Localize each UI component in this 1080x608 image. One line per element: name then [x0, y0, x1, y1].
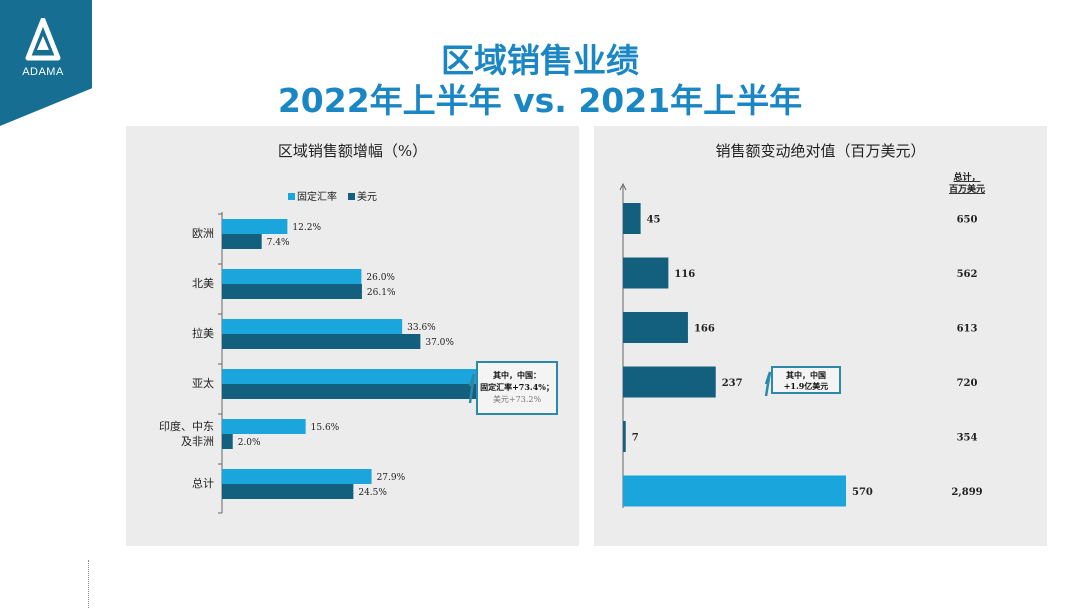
- value-label-fixed-rate: 26.0%: [366, 273, 395, 283]
- callout-line2: 固定汇率+73.4%；: [480, 382, 554, 393]
- total-value: 720: [957, 378, 978, 389]
- legend-label-usd: 美元: [357, 190, 377, 203]
- change-chart-panel: 销售额变动绝对值（百万美元） 总计， 百万美元 45 650 116 562 166 61…: [594, 126, 1047, 546]
- bar-change: [623, 257, 669, 289]
- value-label-usd: 37.0%: [425, 338, 454, 348]
- value-label: 166: [694, 324, 715, 335]
- value-label-usd: 24.5%: [358, 488, 387, 498]
- callout-line2: +1.9亿美元: [784, 381, 829, 391]
- bar-usd: [222, 484, 354, 499]
- value-label-fixed-rate: 12.2%: [292, 223, 321, 233]
- category-label: 及非洲: [181, 435, 214, 448]
- china-callout: 其中，中国： 固定汇率+73.4%； 美元+73.2%: [468, 361, 558, 415]
- category-label: 拉美: [192, 326, 214, 340]
- total-value: 650: [957, 215, 978, 226]
- growth-chart-panel: 区域销售额增幅（%） 固定汇率 美元 欧洲 12.2% 7.4% 北美 26.0% 26.…: [126, 126, 579, 546]
- total-value: 354: [957, 433, 978, 444]
- value-label-usd: 7.4%: [267, 238, 290, 248]
- change-chart-title: 销售额变动绝对值（百万美元）: [715, 142, 926, 160]
- callout-line1: 其中，中国: [786, 370, 826, 380]
- logo-text: ADAMA: [22, 66, 64, 78]
- value-label-fixed-rate: 33.6%: [407, 323, 436, 333]
- axis-arrow: [619, 182, 627, 191]
- change-chart: 总计， 百万美元 45 650 116 562 166 613 237 720 7 354 570 2…: [619, 171, 985, 508]
- bar-change: [623, 421, 626, 452]
- bar-change: [623, 203, 641, 234]
- page-subtitle: 2022年上半年 vs. 2021年上半年: [277, 81, 803, 120]
- totals-header-line2: 百万美元: [949, 183, 985, 195]
- bar-usd: [222, 434, 233, 449]
- growth-chart-title: 区域销售额增幅（%）: [277, 142, 428, 160]
- callout-bracket: [764, 371, 772, 397]
- page-title: 区域销售业绩: [441, 41, 639, 80]
- category-label: 欧洲: [192, 227, 214, 240]
- bar-usd: [222, 234, 262, 249]
- dotted-divider: [88, 560, 89, 608]
- category-label: 北美: [192, 277, 214, 290]
- bar-total: [623, 475, 846, 507]
- value-label: 116: [674, 269, 695, 280]
- bar-fixed-rate: [222, 419, 306, 434]
- callout-box: [476, 361, 558, 415]
- value-label: 45: [647, 215, 661, 226]
- value-label-fixed-rate: 27.9%: [377, 473, 406, 483]
- bar-change: [623, 366, 716, 398]
- total-value: 2,899: [951, 487, 982, 498]
- bar-usd: [222, 284, 362, 299]
- value-label: 570: [852, 487, 873, 498]
- adama-logo-icon: [25, 18, 61, 61]
- bar-fixed-rate: [222, 269, 362, 284]
- value-label: 237: [722, 378, 743, 389]
- legend-swatch-fixed-rate: [288, 193, 295, 200]
- category-label: 总计: [192, 476, 214, 490]
- china-callout-right: 其中，中国 +1.9亿美元: [764, 366, 841, 397]
- callout-line1: 其中，中国：: [493, 370, 541, 380]
- callout-line3: 美元+73.2%: [493, 394, 542, 404]
- value-label-usd: 2.0%: [238, 438, 261, 448]
- total-value: 613: [957, 324, 978, 335]
- category-label: 印度、中东: [159, 419, 214, 433]
- value-label: 7: [632, 433, 639, 444]
- callout-bracket: [468, 373, 476, 404]
- bar-fixed-rate: [222, 369, 504, 384]
- logo-badge: ADAMA: [0, 0, 92, 126]
- totals-header-line1: 总计，: [953, 171, 980, 183]
- growth-chart: 固定汇率 美元 欧洲 12.2%7.4% 北美 26.0% 26.1% 拉美 33.6% 37…: [159, 190, 558, 514]
- bar-usd: [222, 384, 486, 399]
- bar-fixed-rate: [222, 219, 288, 234]
- total-value: 562: [957, 269, 978, 280]
- category-label: 亚太: [192, 377, 214, 390]
- bar-fixed-rate: [222, 319, 403, 334]
- bar-fixed-rate: [222, 469, 372, 484]
- callout-box: [771, 366, 841, 394]
- bar-change: [623, 312, 688, 343]
- value-label-usd: 26.1%: [367, 288, 396, 298]
- legend-swatch-usd: [348, 193, 355, 200]
- value-label-fixed-rate: 15.6%: [311, 423, 340, 433]
- legend: 固定汇率 美元: [288, 190, 377, 203]
- bar-usd: [222, 334, 421, 349]
- legend-label-fixed-rate: 固定汇率: [297, 190, 337, 203]
